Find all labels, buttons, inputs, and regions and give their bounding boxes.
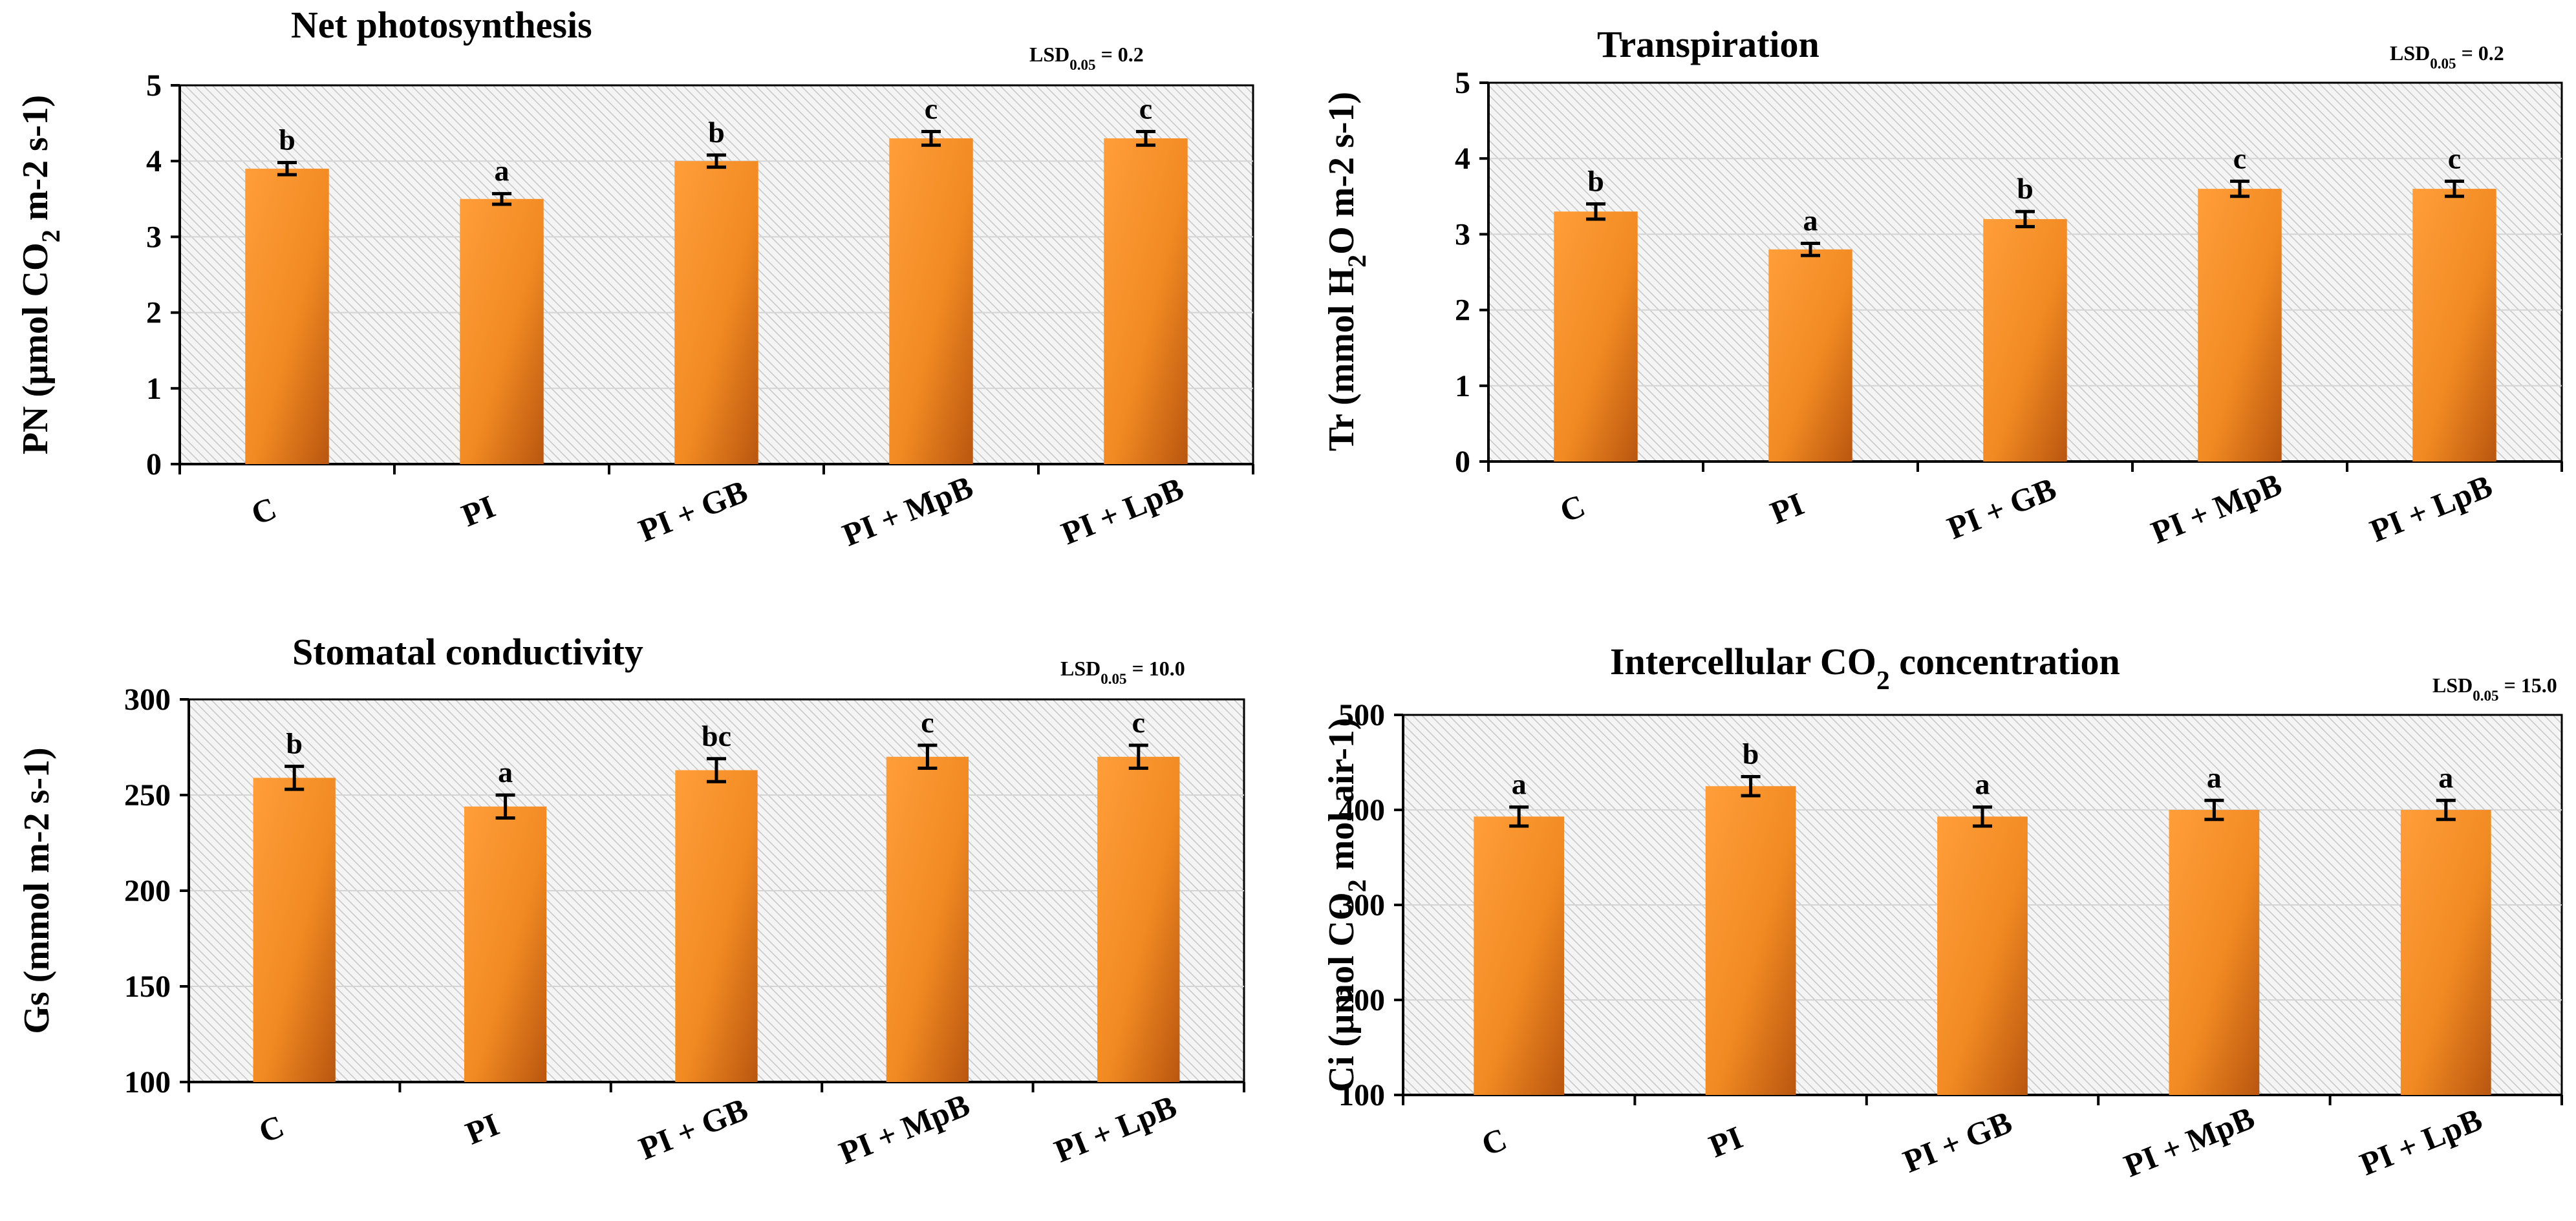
- chart-title: Net photosynthesis: [291, 4, 592, 46]
- significance-letter: a: [498, 756, 513, 789]
- significance-letter: c: [1132, 706, 1145, 739]
- y-tick-label: 250: [124, 778, 171, 812]
- bar-3: [1983, 218, 2067, 462]
- significance-letter: a: [1512, 768, 1527, 801]
- chart-panel-3: 100 150 200 250 300 b Ca PI bc PI + GB c PI + MpB c P…: [17, 631, 1245, 1171]
- significance-letter: a: [2207, 761, 2222, 794]
- y-tick-label: 3: [1455, 217, 1470, 251]
- bar-4: [2198, 189, 2282, 462]
- bar-2: [1705, 786, 1796, 1095]
- x-tick-label: PI + MpB: [2119, 1099, 2259, 1184]
- bar-4: [886, 756, 969, 1082]
- x-tick-label: PI + LpB: [2355, 1101, 2487, 1182]
- x-tick-label: PI + MpB: [837, 469, 978, 553]
- lsd-annotation: LSD0.05 = 0.2: [2390, 41, 2504, 72]
- significance-letter: a: [495, 154, 510, 187]
- significance-letter: a: [2438, 761, 2453, 794]
- bar-2: [460, 198, 544, 464]
- significance-letter: b: [1587, 165, 1604, 198]
- bar-1: [1554, 211, 1638, 462]
- chart-panel-4: 100 200 300 400 500 a Cb PI a PI + GB a PI + MpB a PI…: [1322, 641, 2563, 1184]
- significance-letter: b: [279, 123, 295, 156]
- x-tick-label: PI + GB: [1942, 470, 2061, 546]
- x-tick-label: PI + LpB: [1056, 470, 1188, 551]
- x-tick-label: PI: [456, 488, 500, 534]
- y-tick-label: 300: [124, 683, 171, 717]
- lsd-annotation: LSD0.05 = 15.0: [2432, 674, 2557, 704]
- y-tick-label: 150: [124, 970, 171, 1004]
- y-tick-label: 100: [1338, 1078, 1385, 1112]
- bar-2: [1768, 249, 1852, 462]
- y-tick-label: 4: [1455, 142, 1470, 176]
- bar-5: [1104, 138, 1188, 465]
- significance-letter: a: [1803, 204, 1818, 237]
- y-tick-label: 0: [1455, 445, 1470, 479]
- y-tick-label: 5: [146, 69, 162, 103]
- chart-title: Stomatal conductivity: [292, 631, 643, 673]
- y-axis-label: Tr (mmol H2O m-2 s-1): [1322, 92, 1371, 451]
- significance-letter: a: [1975, 768, 1990, 801]
- significance-letter: c: [921, 706, 934, 739]
- significance-letter: b: [286, 727, 303, 760]
- significance-letter: c: [1139, 92, 1152, 125]
- y-axis-label: Gs (mmol m-2 s-1): [17, 747, 57, 1034]
- x-tick-label: C: [253, 1108, 288, 1150]
- y-tick-label: 500: [1338, 698, 1385, 732]
- x-tick-label: C: [1476, 1121, 1511, 1163]
- lsd-annotation: LSD0.05 = 0.2: [1029, 43, 1144, 73]
- y-tick-label: 2: [1455, 293, 1470, 328]
- bar-5: [1097, 756, 1180, 1082]
- x-tick-label: PI + GB: [1898, 1103, 2017, 1180]
- x-tick-label: PI + MpB: [2146, 466, 2286, 551]
- x-tick-label: PI + LpB: [2365, 467, 2497, 549]
- y-tick-label: 200: [124, 874, 171, 908]
- bar-3: [674, 161, 758, 464]
- y-axis-label: Ci (µmol CO2 mol air-1): [1322, 717, 1371, 1092]
- x-tick-label: PI + LpB: [1049, 1088, 1182, 1169]
- y-tick-label: 2: [146, 296, 162, 330]
- y-tick-label: 200: [1338, 983, 1385, 1017]
- x-tick-label: PI + GB: [634, 1090, 753, 1167]
- x-tick-label: PI: [460, 1106, 504, 1152]
- significance-letter: c: [2448, 142, 2461, 175]
- significance-letter: b: [2017, 172, 2034, 205]
- significance-letter: bc: [702, 719, 731, 752]
- x-tick-label: PI + GB: [634, 472, 753, 549]
- y-tick-label: 3: [146, 220, 162, 254]
- y-tick-label: 300: [1338, 888, 1385, 922]
- y-tick-label: 100: [124, 1065, 171, 1099]
- x-tick-label: PI: [1765, 485, 1809, 531]
- chart-title: Intercellular CO2 concentration: [1610, 641, 2120, 695]
- bar-1: [253, 778, 336, 1082]
- y-tick-label: 1: [146, 372, 162, 406]
- chart-panel-1: 0 1 2 3 4 5 b Ca PI b PI + GB c PI + MpB c PI + LpB Net…: [16, 4, 1254, 553]
- bar-4: [889, 138, 973, 465]
- bar-1: [1474, 816, 1565, 1095]
- x-tick-label: PI: [1704, 1119, 1747, 1165]
- y-tick-label: 4: [146, 144, 162, 178]
- bar-5: [2412, 189, 2496, 462]
- y-tick-label: 0: [146, 447, 162, 482]
- x-tick-label: PI + MpB: [834, 1087, 974, 1171]
- bar-1: [245, 168, 329, 464]
- chart-panel-2: 0 1 2 3 4 5 b Ca PI b PI + GB c PI + MpB c PI + LpB Tra…: [1322, 23, 2563, 551]
- y-tick-label: 1: [1455, 369, 1470, 403]
- bar-5: [2400, 810, 2491, 1095]
- x-tick-label: C: [246, 490, 281, 532]
- bar-3: [675, 770, 758, 1082]
- y-tick-label: 400: [1338, 793, 1385, 827]
- significance-letter: c: [2233, 142, 2246, 175]
- y-tick-label: 5: [1455, 66, 1470, 100]
- significance-letter: b: [1743, 738, 1759, 770]
- bar-4: [2169, 810, 2260, 1095]
- lsd-annotation: LSD0.05 = 10.0: [1060, 657, 1185, 687]
- significance-letter: c: [925, 92, 938, 125]
- bar-3: [1937, 816, 2028, 1095]
- x-tick-label: C: [1555, 487, 1590, 529]
- significance-letter: b: [708, 116, 725, 149]
- chart-title: Transpiration: [1597, 23, 1819, 65]
- y-axis-label: PN (µmol CO2 m-2 s-1): [16, 95, 65, 454]
- bar-2: [464, 806, 547, 1082]
